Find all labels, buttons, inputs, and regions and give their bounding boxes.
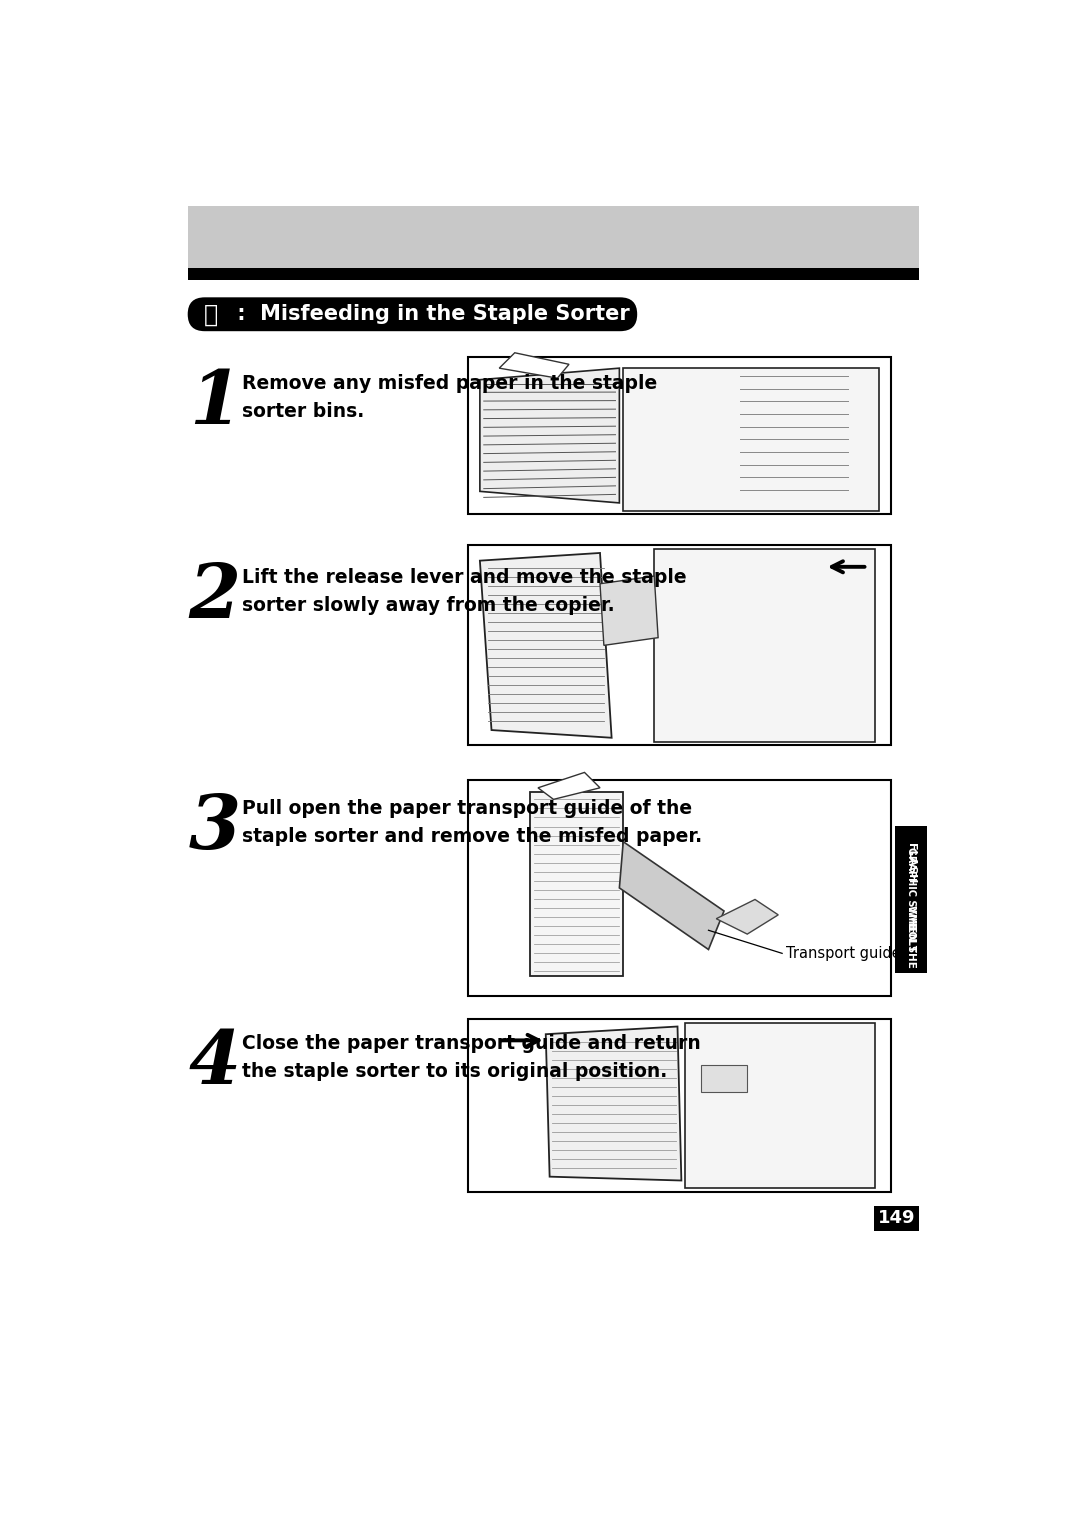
Text: Transport guide: Transport guide [786, 946, 901, 961]
Polygon shape [685, 1022, 875, 1189]
Text: Pull open the paper transport guide of the
staple sorter and remove the misfed p: Pull open the paper transport guide of t… [242, 799, 702, 847]
Bar [623, 368, 879, 510]
Text: :  Misfeeding in the Staple Sorter: : Misfeeding in the Staple Sorter [230, 304, 630, 324]
Polygon shape [480, 553, 611, 738]
Polygon shape [545, 1027, 681, 1181]
Bar [188, 206, 919, 267]
Polygon shape [654, 549, 875, 741]
Bar [469, 545, 891, 746]
Text: GRAPHIC SYMBOLS: GRAPHIC SYMBOLS [906, 847, 916, 952]
Bar [469, 781, 891, 996]
Polygon shape [538, 773, 600, 799]
Bar [188, 267, 919, 280]
Text: ⑦: ⑦ [204, 303, 218, 327]
Text: 4: 4 [189, 1027, 241, 1099]
Polygon shape [530, 792, 623, 976]
Text: 1: 1 [189, 367, 241, 439]
Polygon shape [619, 842, 724, 949]
Text: 149: 149 [878, 1209, 916, 1227]
Text: WHEN THE: WHEN THE [906, 905, 916, 967]
Polygon shape [716, 900, 779, 934]
Bar [894, 827, 927, 973]
Text: Lift the release lever and move the staple
sorter slowly away from the copier.: Lift the release lever and move the stap… [242, 568, 687, 616]
Polygon shape [499, 353, 569, 377]
Text: 3: 3 [189, 792, 241, 865]
Polygon shape [600, 576, 658, 645]
Text: 2: 2 [189, 561, 241, 633]
Text: Close the paper transport guide and return
the staple sorter to its original pos: Close the paper transport guide and retu… [242, 1034, 701, 1082]
Text: FLASH: FLASH [906, 843, 916, 883]
Text: Remove any misfed paper in the staple
sorter bins.: Remove any misfed paper in the staple so… [242, 374, 658, 422]
FancyBboxPatch shape [188, 298, 637, 332]
Polygon shape [480, 368, 619, 503]
Bar [875, 1206, 919, 1230]
Bar [701, 1065, 747, 1093]
Bar [469, 356, 891, 515]
Bar [469, 1019, 891, 1192]
